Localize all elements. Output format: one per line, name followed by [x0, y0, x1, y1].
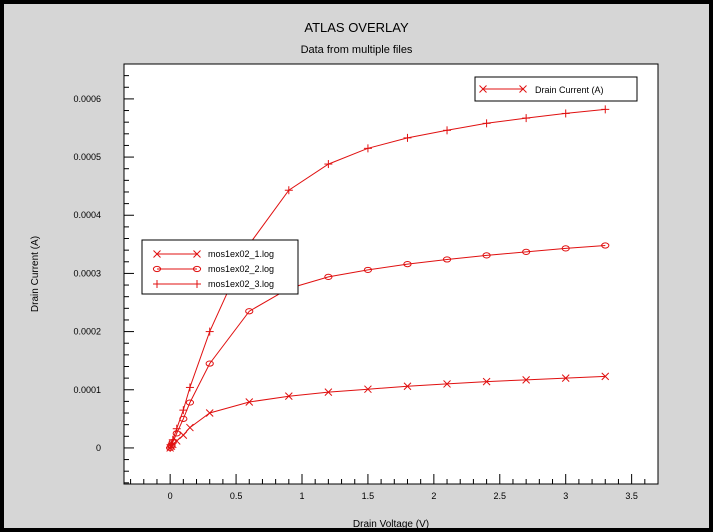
- marker-stroke: [153, 250, 161, 258]
- data-point: [363, 266, 373, 274]
- data-point: [166, 443, 175, 452]
- marker-stroke: [482, 377, 491, 386]
- y-tick-label: 0: [96, 443, 101, 453]
- data-point: [522, 248, 531, 255]
- data-point: [403, 261, 412, 268]
- data-point: [561, 245, 570, 252]
- data-point: [522, 114, 531, 123]
- data-point: [284, 186, 293, 195]
- marker-stroke: [205, 409, 214, 417]
- data-point: [482, 252, 491, 259]
- data-point: [205, 360, 214, 367]
- x-tick-label: 2.5: [494, 491, 507, 501]
- top-legend-label: Drain Current (A): [535, 85, 604, 95]
- x-tick-label: 0: [168, 491, 173, 501]
- series-legend-marker: [193, 280, 201, 288]
- data-point: [363, 144, 372, 153]
- data-point: [482, 119, 491, 128]
- data-point: [482, 377, 491, 386]
- data-point: [601, 372, 610, 381]
- data-point: [601, 105, 610, 114]
- marker-stroke: [179, 431, 188, 439]
- data-point: [561, 109, 570, 118]
- data-point: [324, 273, 333, 281]
- marker-stroke: [601, 372, 610, 381]
- data-point: [168, 435, 177, 444]
- y-tick-label: 0.0001: [73, 385, 101, 395]
- top-legend-marker: [519, 85, 527, 93]
- series-legend-label: mos1ex02_3.log: [208, 279, 274, 289]
- y-tick-label: 0.0006: [73, 94, 101, 104]
- data-point: [205, 327, 214, 336]
- y-tick-label: 0.0002: [73, 327, 101, 337]
- series-legend-marker: [153, 280, 161, 288]
- data-point: [324, 388, 333, 396]
- data-point: [443, 380, 451, 388]
- x-tick-label: 0.5: [230, 491, 243, 501]
- x-tick-label: 2: [431, 491, 436, 501]
- data-point: [185, 399, 195, 406]
- x-axis-label: Drain Voltage (V): [353, 519, 429, 530]
- data-point: [403, 382, 412, 391]
- x-tick-label: 1.5: [362, 491, 375, 501]
- series-legend-marker: [193, 250, 201, 258]
- data-point: [442, 256, 452, 263]
- data-point: [172, 424, 181, 433]
- data-point: [205, 409, 214, 417]
- series-legend-label: mos1ex02_2.log: [208, 264, 274, 274]
- top-legend-box: [474, 76, 638, 102]
- x-tick-label: 1: [299, 491, 304, 501]
- marker-stroke: [284, 392, 293, 401]
- marker-stroke: [443, 380, 451, 388]
- marker-stroke: [561, 374, 570, 382]
- marker-stroke: [245, 398, 254, 406]
- marker-stroke: [364, 385, 372, 394]
- data-point: [284, 392, 293, 401]
- data-point: [561, 374, 570, 382]
- marker-stroke: [479, 85, 487, 93]
- data-point: [403, 133, 412, 142]
- y-axis-label: Drain Current (A): [30, 236, 41, 312]
- top-legend-marker: [479, 85, 487, 93]
- marker-stroke: [193, 250, 201, 258]
- series-legend-label: mos1ex02_1.log: [208, 249, 274, 259]
- series-legend-marker: [153, 250, 161, 258]
- data-point: [522, 376, 531, 384]
- chart-title: ATLAS OVERLAY: [304, 20, 409, 35]
- series-legend-marker: [192, 265, 202, 273]
- marker-stroke: [186, 423, 194, 432]
- chart-subtitle: Data from multiple files: [300, 44, 413, 56]
- marker-stroke: [324, 388, 333, 396]
- data-point: [179, 431, 188, 439]
- y-tick-label: 0.0003: [73, 268, 101, 278]
- marker-stroke: [522, 376, 531, 384]
- marker-stroke: [519, 85, 527, 93]
- marker-stroke: [403, 382, 412, 391]
- data-point: [324, 160, 333, 169]
- data-point: [601, 242, 610, 249]
- x-tick-label: 3: [563, 491, 568, 501]
- data-point: [245, 308, 254, 315]
- data-point: [167, 440, 176, 449]
- series-legend-marker: [152, 265, 162, 273]
- data-point: [186, 423, 194, 432]
- data-point: [443, 126, 452, 135]
- series-legend-box: [141, 239, 299, 295]
- y-tick-label: 0.0005: [73, 152, 101, 162]
- x-tick-label: 3.5: [625, 491, 638, 501]
- data-point: [245, 398, 254, 406]
- data-point: [179, 406, 188, 415]
- data-point: [185, 383, 194, 392]
- data-point: [364, 385, 372, 394]
- y-tick-label: 0.0004: [73, 210, 101, 220]
